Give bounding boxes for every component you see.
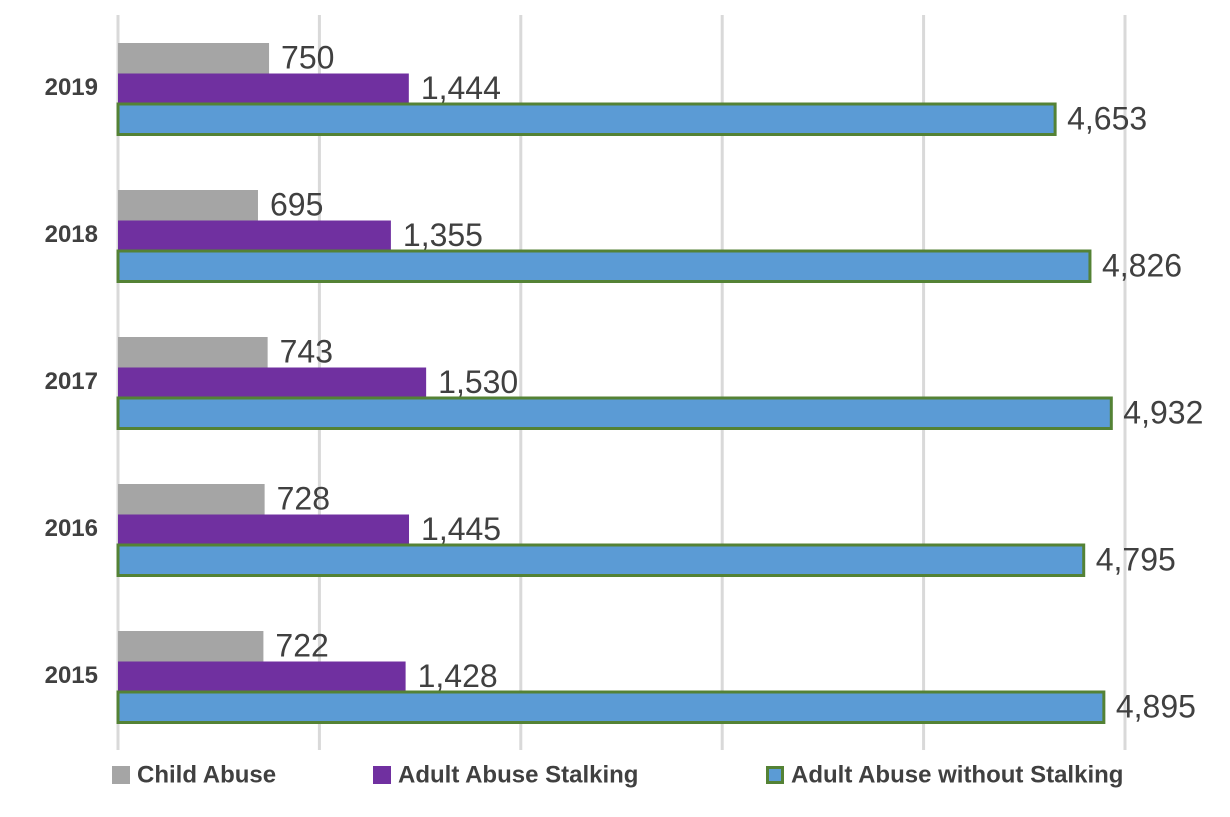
legend-swatch: [112, 766, 130, 784]
data-label: 1,444: [421, 70, 501, 106]
legend-label: Adult Abuse Stalking: [398, 761, 638, 788]
legend-label: Adult Abuse without Stalking: [791, 761, 1123, 788]
y-tick-label: 2016: [45, 515, 98, 542]
bar: [116, 543, 1086, 577]
bar: [118, 220, 391, 251]
y-tick-label: 2018: [45, 221, 98, 248]
bar: [118, 190, 258, 221]
data-label: 1,355: [403, 217, 483, 253]
legend-swatch: [373, 766, 391, 784]
y-tick-label: 2019: [45, 74, 98, 101]
data-label: 4,795: [1096, 542, 1176, 578]
data-label: 1,530: [438, 364, 518, 400]
data-label: 750: [281, 40, 334, 76]
bar: [118, 73, 409, 104]
bar: [118, 514, 410, 545]
data-label: 743: [280, 334, 333, 370]
y-tick-label: 2017: [45, 368, 98, 395]
data-label: 4,895: [1116, 689, 1196, 725]
data-label: 4,653: [1067, 101, 1147, 137]
data-label: 4,826: [1102, 248, 1182, 284]
data-label: 722: [275, 628, 328, 664]
bar: [118, 337, 268, 368]
data-label: 1,445: [421, 511, 501, 547]
bar: [116, 396, 1113, 430]
bar: [118, 367, 427, 398]
data-label: 1,428: [418, 658, 498, 694]
legend-label: Child Abuse: [137, 761, 276, 788]
legend-swatch: [766, 766, 784, 784]
data-label: 728: [277, 481, 330, 517]
bar: [116, 249, 1092, 283]
data-label: 695: [270, 187, 323, 223]
y-tick-label: 2015: [45, 662, 98, 689]
data-label: 4,932: [1123, 395, 1203, 431]
bar: [118, 484, 265, 515]
bar: [116, 690, 1106, 724]
bar: [118, 43, 270, 74]
bar: [118, 661, 406, 692]
bar: [118, 631, 264, 662]
bar: [116, 102, 1057, 136]
